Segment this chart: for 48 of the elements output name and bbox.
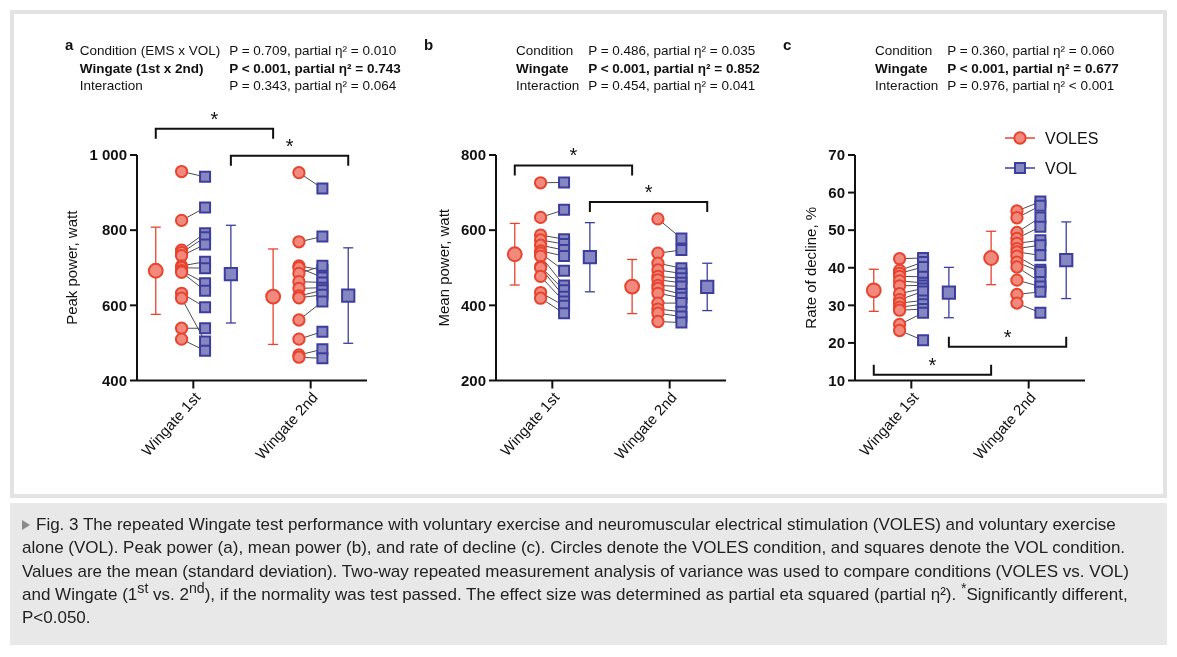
text: P < 0.001, partial η² = 0.743 <box>229 60 402 76</box>
y-axis-title: Peak power, watt <box>63 209 81 325</box>
text: Interaction <box>875 78 939 93</box>
text: P = 0.454, partial η² = 0.041 <box>588 78 756 93</box>
y-axis-title: Mean power, watt <box>434 208 452 327</box>
y-tick-label: 200 <box>460 371 486 389</box>
legend-label: VOL <box>1045 159 1078 177</box>
chart-title: a <box>65 36 74 53</box>
annotation: * <box>569 144 578 167</box>
y-tick-label: 800 <box>460 146 486 164</box>
text: Fig. 3 The repeated Wingate test performance with voluntary exercise and neuromuscular electrical stimulation (VOLES) and voluntary exercise alone (VOL). Peak power (a), mean power (b), and rate of decline (c). Circles denote the VOLES condition, and squares denote the VOL condition. Values are the mean (standard deviation). Two-way repeated measurement analysis of variance was used to compare conditions (VOLES vs. VOL) and Wingate (1$^{st}$ vs. 2$^{nd}$), if the normality was test passed. The effect size was determined as partial eta squared (partial η²). $^{*}$Significantly different, P<0.050. <box>22 515 1129 628</box>
y-tick-label: 20 <box>828 334 845 352</box>
text: Interaction <box>516 78 580 93</box>
y-tick-label: 400 <box>101 371 127 389</box>
legend-label: VOLES <box>1045 129 1099 147</box>
y-tick-label: 70 <box>828 146 845 164</box>
y-tick-label: 30 <box>828 296 845 314</box>
text: Condition <box>516 43 574 58</box>
text: P < 0.001, partial η² = 0.852 <box>588 60 760 76</box>
text: P = 0.486, partial η² = 0.035 <box>588 43 756 58</box>
text: P = 0.976, partial η² < 0.001 <box>947 78 1115 93</box>
chart-title: b <box>424 36 434 53</box>
text: * <box>210 107 219 130</box>
text: Wingate <box>875 60 928 76</box>
y-tick-label: 800 <box>101 221 127 239</box>
y-tick-label: 40 <box>828 259 845 276</box>
text: Wingate (1st x 2nd) <box>79 60 204 76</box>
text: Wingate <box>516 60 569 76</box>
text: Condition <box>875 43 933 58</box>
y-tick-label: 10 <box>828 371 845 389</box>
chart-title: c <box>783 36 792 53</box>
y-tick-label: 1 000 <box>89 146 127 164</box>
annotation: * <box>928 353 937 376</box>
y-tick-label: 600 <box>460 221 486 239</box>
annotation: * <box>644 180 653 203</box>
y-axis-title: Rate of decline, % <box>802 206 820 329</box>
text: P = 0.343, partial η² = 0.064 <box>229 78 397 93</box>
text: P = 0.709, partial η² = 0.010 <box>229 43 397 58</box>
y-tick-label: 400 <box>460 296 486 314</box>
y-tick-label: 50 <box>828 221 845 239</box>
y-tick-label: 60 <box>828 183 845 201</box>
text: P = 0.360, partial η² = 0.060 <box>947 43 1115 58</box>
text: P < 0.001, partial η² = 0.677 <box>947 60 1119 76</box>
text: Condition (EMS x VOL) <box>79 43 221 58</box>
annotation: * <box>1003 325 1012 348</box>
text: Interaction <box>79 78 143 93</box>
y-tick-label: 600 <box>101 296 127 314</box>
annotation: * <box>285 134 294 157</box>
